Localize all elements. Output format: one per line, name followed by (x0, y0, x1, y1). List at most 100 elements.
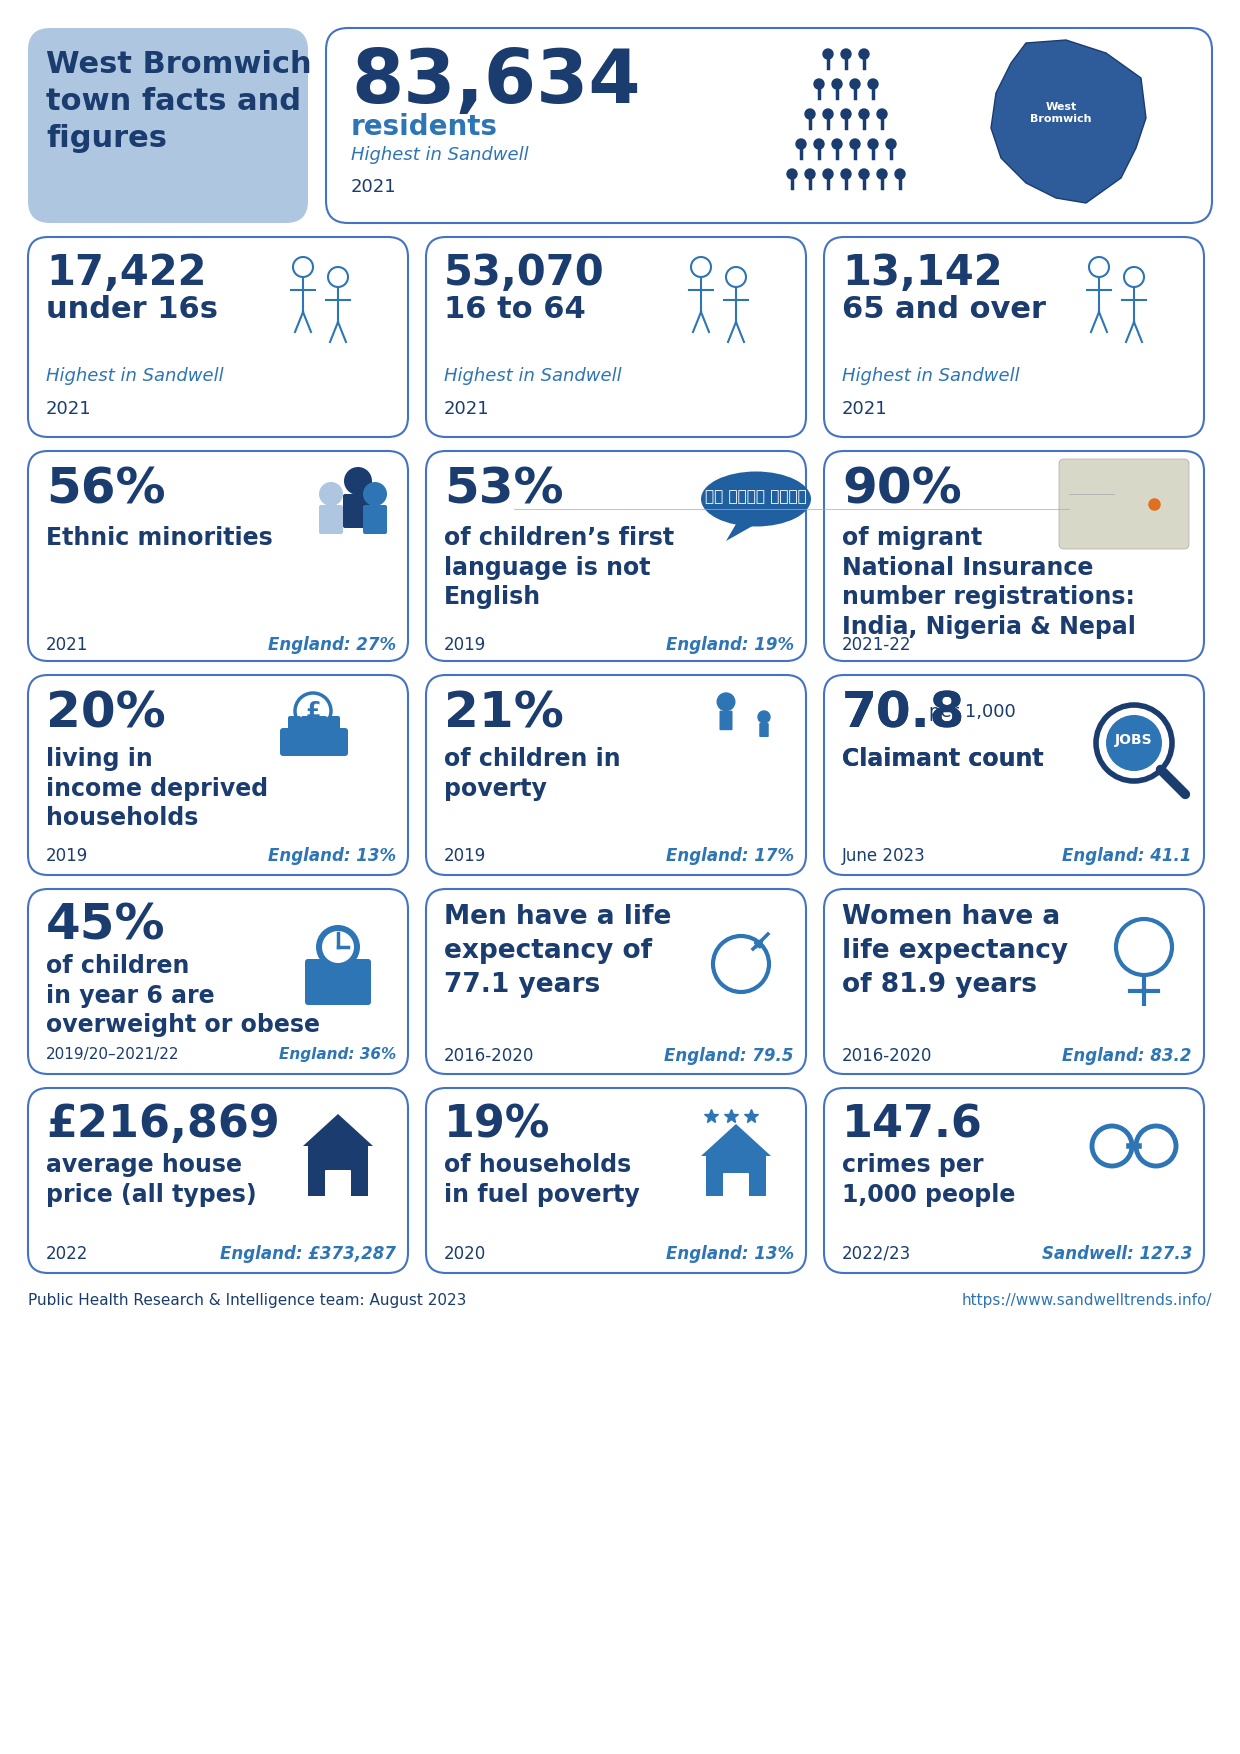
Circle shape (832, 79, 842, 89)
Text: 53%: 53% (444, 467, 564, 514)
Text: 2016-2020: 2016-2020 (444, 1047, 534, 1065)
FancyBboxPatch shape (723, 1173, 749, 1196)
Text: England: 27%: England: 27% (268, 637, 396, 654)
FancyBboxPatch shape (308, 1144, 368, 1196)
Circle shape (868, 79, 878, 89)
Circle shape (805, 109, 815, 119)
FancyBboxPatch shape (1059, 460, 1189, 549)
Text: Highest in Sandwell: Highest in Sandwell (351, 146, 528, 165)
FancyBboxPatch shape (319, 505, 343, 533)
Ellipse shape (701, 472, 811, 526)
Text: England: 83.2: England: 83.2 (1063, 1047, 1192, 1065)
Circle shape (319, 482, 343, 505)
FancyBboxPatch shape (719, 710, 733, 730)
Text: crimes per
1,000 people: crimes per 1,000 people (842, 1152, 1016, 1207)
FancyBboxPatch shape (825, 889, 1204, 1073)
Text: 2016-2020: 2016-2020 (842, 1047, 932, 1065)
Circle shape (859, 109, 869, 119)
Text: 13,142: 13,142 (842, 253, 1003, 295)
Text: 90%: 90% (842, 467, 962, 514)
Circle shape (805, 168, 815, 179)
Text: 2021: 2021 (444, 400, 490, 417)
Text: https://www.sandwelltrends.info/: https://www.sandwelltrends.info/ (961, 1293, 1211, 1308)
FancyBboxPatch shape (301, 716, 314, 737)
FancyBboxPatch shape (29, 675, 408, 875)
Text: England: 19%: England: 19% (666, 637, 794, 654)
FancyBboxPatch shape (363, 505, 387, 533)
FancyBboxPatch shape (325, 1170, 351, 1196)
Text: of children
in year 6 are
overweight or obese: of children in year 6 are overweight or … (46, 954, 320, 1037)
Text: 2022/23: 2022/23 (842, 1245, 911, 1263)
Text: 70.8: 70.8 (842, 689, 966, 738)
FancyBboxPatch shape (759, 723, 769, 737)
Circle shape (849, 139, 861, 149)
Circle shape (823, 49, 833, 60)
Text: England: 13%: England: 13% (268, 847, 396, 865)
Text: 2019: 2019 (444, 847, 486, 865)
FancyBboxPatch shape (343, 495, 373, 528)
FancyBboxPatch shape (305, 959, 371, 1005)
Text: £216,869: £216,869 (46, 1103, 280, 1145)
Text: 19%: 19% (444, 1103, 551, 1145)
Polygon shape (725, 524, 756, 540)
FancyBboxPatch shape (706, 1154, 766, 1196)
Text: England: £373,287: England: £373,287 (219, 1245, 396, 1263)
Circle shape (717, 693, 735, 710)
Text: 2019: 2019 (46, 847, 88, 865)
Text: Highest in Sandwell: Highest in Sandwell (444, 367, 621, 384)
Circle shape (1102, 1137, 1122, 1156)
Text: 147.6: 147.6 (842, 1103, 983, 1145)
Circle shape (316, 924, 360, 968)
Circle shape (841, 109, 851, 119)
Circle shape (887, 139, 897, 149)
Circle shape (877, 109, 887, 119)
Text: West Bromwich
town facts and
figures: West Bromwich town facts and figures (46, 51, 311, 153)
Text: of migrant
National Insurance
number registrations:
India, Nigeria & Nepal: of migrant National Insurance number reg… (842, 526, 1136, 638)
Text: living in
income deprived
households: living in income deprived households (46, 747, 268, 830)
Circle shape (877, 168, 887, 179)
FancyBboxPatch shape (825, 675, 1204, 875)
Circle shape (859, 168, 869, 179)
Circle shape (758, 710, 770, 723)
FancyBboxPatch shape (427, 451, 806, 661)
Text: 2019/20–2021/22: 2019/20–2021/22 (46, 1047, 180, 1061)
Text: 83,634: 83,634 (351, 46, 641, 119)
Circle shape (343, 467, 372, 495)
Text: 45%: 45% (46, 902, 166, 949)
Text: Sandwell: 127.3: Sandwell: 127.3 (1042, 1245, 1192, 1263)
Text: 16 to 64: 16 to 64 (444, 295, 585, 324)
Circle shape (796, 139, 806, 149)
FancyBboxPatch shape (288, 716, 301, 737)
FancyBboxPatch shape (280, 728, 348, 756)
Text: Men have a life
expectancy of
77.1 years: Men have a life expectancy of 77.1 years (444, 903, 671, 998)
Text: 2020: 2020 (444, 1245, 486, 1263)
FancyBboxPatch shape (29, 237, 408, 437)
FancyBboxPatch shape (314, 716, 327, 737)
FancyBboxPatch shape (427, 237, 806, 437)
Circle shape (823, 109, 833, 119)
Text: of children in
poverty: of children in poverty (444, 747, 621, 800)
Circle shape (832, 139, 842, 149)
Text: of households
in fuel poverty: of households in fuel poverty (444, 1152, 640, 1207)
Text: 65 and over: 65 and over (842, 295, 1047, 324)
Text: £: £ (305, 702, 321, 721)
Text: Public Health Research & Intelligence team: August 2023: Public Health Research & Intelligence te… (29, 1293, 466, 1308)
Circle shape (363, 482, 387, 505)
Text: Claimant count: Claimant count (842, 747, 1044, 772)
Text: England: 13%: England: 13% (666, 1245, 794, 1263)
Text: 53,070: 53,070 (444, 253, 605, 295)
Text: 2021: 2021 (351, 177, 397, 196)
Circle shape (1146, 1137, 1166, 1156)
FancyBboxPatch shape (825, 451, 1204, 661)
Text: 21%: 21% (444, 689, 564, 738)
Circle shape (1106, 716, 1162, 772)
Text: 2019: 2019 (444, 637, 486, 654)
FancyBboxPatch shape (29, 1087, 408, 1273)
FancyBboxPatch shape (427, 889, 806, 1073)
Circle shape (859, 49, 869, 60)
FancyBboxPatch shape (825, 1087, 1204, 1273)
FancyBboxPatch shape (326, 28, 1211, 223)
Circle shape (849, 79, 861, 89)
Text: 2021: 2021 (46, 400, 92, 417)
Circle shape (841, 168, 851, 179)
